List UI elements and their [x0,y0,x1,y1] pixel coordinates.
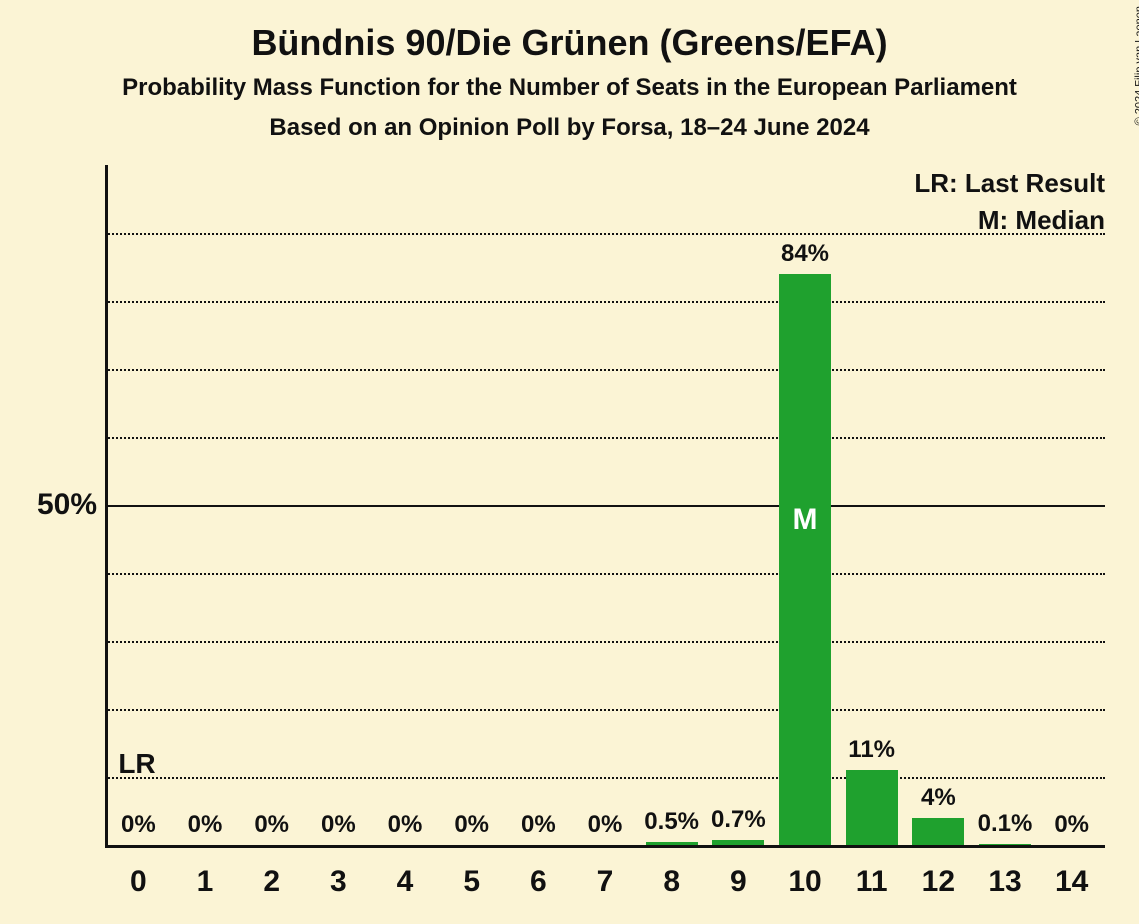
x-tick-4: 4 [397,865,414,899]
x-tick-6: 6 [530,865,547,899]
x-tick-13: 13 [988,865,1021,899]
bar-value-12: 4% [921,784,956,812]
gridline-50 [105,505,1105,507]
bar-value-6: 0% [521,811,556,839]
x-tick-7: 7 [597,865,614,899]
bar-10 [779,274,831,845]
gridline-70 [105,369,1105,371]
bar-value-5: 0% [454,811,489,839]
x-tick-12: 12 [922,865,955,899]
x-tick-10: 10 [788,865,821,899]
gridline-80 [105,301,1105,303]
chart-title: Bündnis 90/Die Grünen (Greens/EFA) [0,22,1139,64]
bar-value-9: 0.7% [711,806,766,834]
chart-subtitle-2: Based on an Opinion Poll by Forsa, 18–24… [0,114,1139,142]
x-tick-0: 0 [130,865,147,899]
legend-last-result: LR: Last Result [914,168,1105,199]
gridline-30 [105,641,1105,643]
x-tick-9: 9 [730,865,747,899]
bar-13 [979,844,1031,845]
x-tick-1: 1 [197,865,214,899]
last-result-marker: LR [118,748,155,780]
chart-root: © 2024 Filip van Laenen Bündnis 90/Die G… [0,0,1139,924]
bar-value-8: 0.5% [644,808,699,836]
bar-9 [712,840,764,845]
x-tick-14: 14 [1055,865,1088,899]
x-tick-5: 5 [463,865,480,899]
gridline-20 [105,709,1105,711]
bar-value-0: 0% [121,811,156,839]
bar-value-2: 0% [254,811,289,839]
x-tick-2: 2 [263,865,280,899]
gridline-10 [105,777,1105,779]
x-axis-line [105,845,1105,848]
bar-value-1: 0% [188,811,223,839]
plot-area: 0%00%10%20%30%40%50%60%70.5%80.7%984%101… [105,165,1105,845]
y-axis-label-50: 50% [20,488,97,522]
gridline-40 [105,573,1105,575]
x-tick-8: 8 [663,865,680,899]
bar-value-11: 11% [848,736,895,764]
bar-value-13: 0.1% [978,810,1033,838]
x-tick-11: 11 [856,865,888,899]
gridline-90 [105,233,1105,235]
chart-subtitle-1: Probability Mass Function for the Number… [0,74,1139,102]
gridline-60 [105,437,1105,439]
bar-value-10: 84% [781,240,829,268]
median-marker: M [793,503,818,537]
bar-12 [912,818,964,845]
bar-11 [846,770,898,845]
bar-value-4: 0% [388,811,423,839]
bar-8 [646,842,698,845]
y-axis-line [105,165,108,845]
bar-value-3: 0% [321,811,356,839]
bar-value-14: 0% [1054,811,1089,839]
x-tick-3: 3 [330,865,347,899]
bar-value-7: 0% [588,811,623,839]
legend-median: M: Median [978,205,1105,236]
